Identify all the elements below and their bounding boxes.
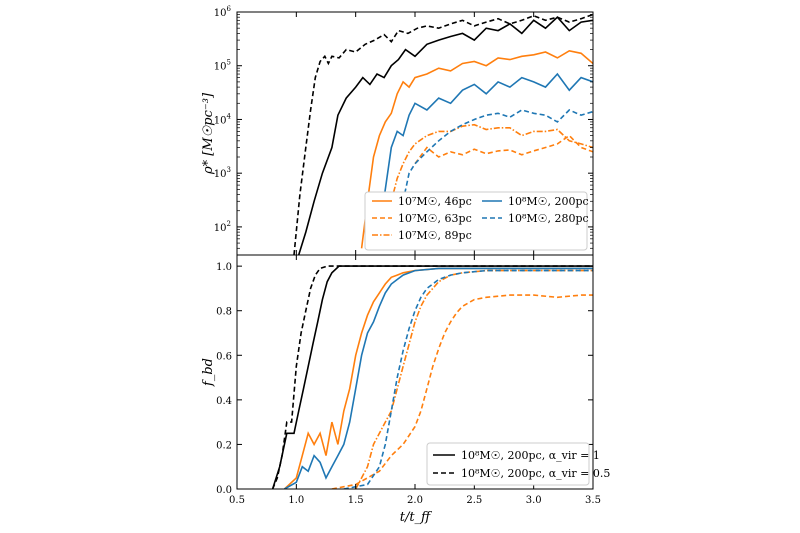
y-tick-label: 0.0 (216, 485, 232, 496)
y-tick-label: 105 (214, 59, 231, 73)
legend-label: 10⁸M☉, 280pc (508, 212, 589, 225)
x-tick-label: 0.5 (229, 495, 245, 506)
legends: 10⁷M☉, 46pc 10⁷M☉, 63pc 10⁷M☉, 89pc 10⁸M☉, … (364, 191, 610, 486)
density-series-line (378, 123, 593, 249)
axes (236, 11, 594, 490)
legend-label: 10⁸M☉, 200pc, α_vir = 1 (461, 449, 600, 462)
y-tick-label: 0.8 (216, 307, 232, 318)
density-series-line (293, 13, 593, 255)
bottom-y-axis-label: f_bd (201, 358, 216, 387)
legend-label: 10⁷M☉, 63pc (398, 212, 472, 225)
y-tick-label: 106 (214, 5, 232, 19)
y-tick-label: 0.2 (216, 440, 232, 451)
x-tick-label: 3.0 (526, 495, 542, 506)
x-tick-label: 1.0 (288, 495, 304, 506)
x-tick-label: 1.5 (348, 495, 364, 506)
density-series-line (414, 134, 593, 165)
y-tick-label: 102 (214, 220, 231, 234)
fbd-series-line (271, 265, 593, 489)
y-tick-label: 103 (214, 166, 231, 180)
density-series-line (378, 72, 593, 228)
x-tick-label: 3.5 (585, 495, 601, 506)
fbd-series-line (331, 294, 593, 489)
tick-labels: 102 103 104 105 106 0.0 0.2 0.4 0.6 0.8 1.0 0.5 1.0 1… (214, 5, 601, 506)
legend-label: 10⁷M☉, 89pc (398, 229, 472, 242)
bottom-legend-box (426, 442, 590, 486)
top-panel-series (293, 13, 593, 255)
legend-label: 10⁸M☉, 200pc, α_vir = 0.5 (461, 467, 610, 480)
y-tick-label: 104 (214, 112, 232, 126)
y-tick-label: 0.4 (216, 396, 232, 407)
top-y-axis-label: ρ* [M☉pc⁻³] (201, 92, 216, 175)
density-series-line (297, 16, 593, 255)
x-tick-label: 2.0 (407, 495, 423, 506)
y-tick-label: 0.6 (216, 351, 232, 362)
density-series-line (360, 49, 593, 249)
fbd-series-line (343, 269, 593, 489)
fbd-series-line (354, 269, 593, 489)
density-series-line (402, 109, 593, 202)
legend-label: 10⁸M☉, 200pc (508, 195, 589, 208)
x-axis-label: t/t_ff (400, 510, 433, 525)
top-legend-box (364, 191, 588, 251)
legend-label: 10⁷M☉, 46pc (398, 195, 472, 208)
fbd-series-line (284, 267, 593, 489)
fbd-series-line (271, 265, 593, 489)
axis-labels: ρ* [M☉pc⁻³] f_bd t/t_ff (201, 92, 433, 525)
bottom-panel-series (271, 265, 593, 489)
y-tick-label: 1.0 (216, 262, 232, 273)
x-tick-label: 2.5 (466, 495, 482, 506)
